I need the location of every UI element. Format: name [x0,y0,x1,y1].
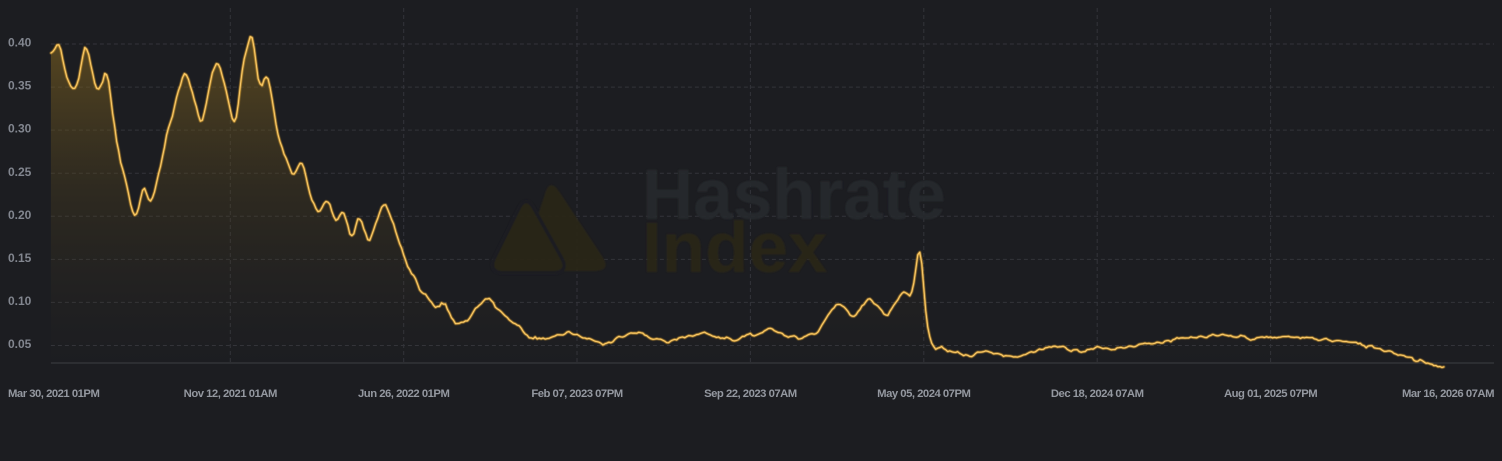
svg-text:Nov 12, 2021 01AM: Nov 12, 2021 01AM [184,388,277,400]
svg-text:Mar 30, 2021 01PM: Mar 30, 2021 01PM [8,388,99,400]
svg-text:Dec 18, 2024 07AM: Dec 18, 2024 07AM [1051,388,1144,400]
svg-text:0.05: 0.05 [8,337,32,351]
svg-text:0.30: 0.30 [8,122,32,136]
svg-text:0.40: 0.40 [8,36,32,50]
svg-text:Feb 07, 2023 07PM: Feb 07, 2023 07PM [531,388,622,400]
svg-text:0.35: 0.35 [8,79,32,93]
svg-text:0.10: 0.10 [8,294,32,308]
svg-text:0.25: 0.25 [8,165,32,179]
svg-text:Jun 26, 2022 01PM: Jun 26, 2022 01PM [358,388,449,400]
svg-text:Sep 22, 2023 07AM: Sep 22, 2023 07AM [704,388,797,400]
svg-text:May 05, 2024 07PM: May 05, 2024 07PM [877,388,970,400]
svg-text:Aug 01, 2025 07PM: Aug 01, 2025 07PM [1224,388,1317,400]
svg-text:0.15: 0.15 [8,251,32,265]
svg-text:Mar 16, 2026 07AM: Mar 16, 2026 07AM [1402,388,1494,400]
svg-text:0.20: 0.20 [8,208,32,222]
